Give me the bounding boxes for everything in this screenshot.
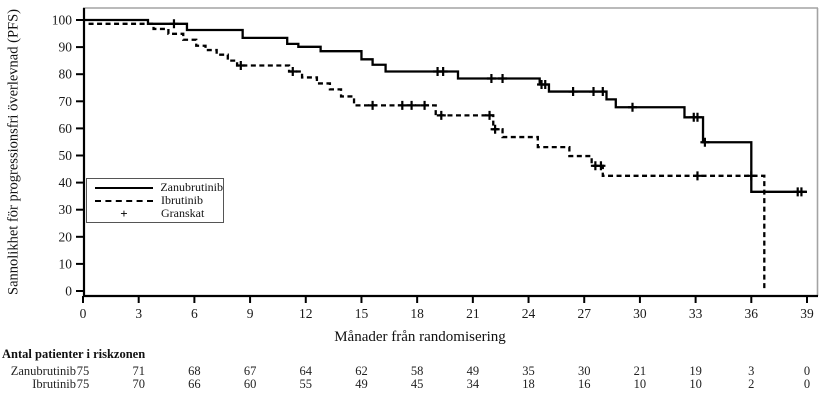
censor-mark-ibrutinib xyxy=(236,61,246,71)
censor-mark-ibrutinib xyxy=(485,110,495,120)
censor-mark-zanubrutinib xyxy=(589,87,599,97)
legend-item-zanubrutinib: Zanubrutinib xyxy=(93,180,223,194)
censor-mark-ibrutinib xyxy=(288,66,298,76)
censor-mark-zanubrutinib xyxy=(486,74,496,84)
censor-mark-zanubrutinib xyxy=(169,19,179,29)
y-tick-label: 100 xyxy=(52,13,73,28)
risk-count: 75 xyxy=(76,364,90,378)
x-tick-label: 36 xyxy=(745,306,759,321)
censor-mark-zanubrutinib xyxy=(568,87,578,97)
x-tick-label: 12 xyxy=(299,306,313,321)
censor-mark-zanubrutinib xyxy=(498,74,508,84)
risk-count: 30 xyxy=(577,364,591,378)
censor-mark-ibrutinib xyxy=(436,110,446,120)
y-tick-label: 10 xyxy=(59,256,73,271)
risk-count: 58 xyxy=(410,364,424,378)
legend-label: Granskat xyxy=(161,206,205,220)
x-tick-label: 33 xyxy=(689,306,703,321)
x-tick-label: 21 xyxy=(466,306,480,321)
censor-mark-zanubrutinib xyxy=(438,66,448,76)
x-tick-label: 0 xyxy=(80,306,87,321)
legend-item-ibrutinib: Ibrutinib xyxy=(93,193,223,207)
y-tick-label: 20 xyxy=(59,229,73,244)
y-tick-label: 40 xyxy=(59,175,73,190)
x-tick-label: 18 xyxy=(410,306,424,321)
risk-count: 62 xyxy=(355,364,368,378)
x-tick-label: 15 xyxy=(355,306,369,321)
censor-mark-zanubrutinib xyxy=(692,112,702,122)
censor-mark-zanubrutinib xyxy=(700,137,710,147)
risk-count: 19 xyxy=(689,364,702,378)
censor-mark-ibrutinib xyxy=(596,161,606,171)
x-tick-label: 9 xyxy=(247,306,254,321)
x-tick-label: 3 xyxy=(135,306,142,321)
censor-mark-zanubrutinib xyxy=(796,187,806,197)
risk-count: 60 xyxy=(243,377,257,391)
y-tick-label: 30 xyxy=(59,202,73,217)
legend-label: Ibrutinib xyxy=(161,193,203,207)
legend-item-granskat: + Granskat xyxy=(93,206,223,221)
censor-mark-ibrutinib xyxy=(368,100,378,110)
x-tick-label: 24 xyxy=(522,306,536,321)
y-tick-label: 80 xyxy=(59,67,73,82)
risk-count: 2 xyxy=(748,377,755,391)
risk-count: 55 xyxy=(299,377,313,391)
risk-count: 68 xyxy=(188,364,201,378)
legend-box: Zanubrutinib Ibrutinib + Granskat xyxy=(86,178,224,223)
censor-mark-ibrutinib xyxy=(490,124,500,134)
x-axis-title: Månader från randomisering xyxy=(334,329,506,345)
y-tick-label: 0 xyxy=(65,284,72,299)
x-tick-label: 6 xyxy=(191,306,198,321)
y-axis-title: Sannolikhet för progressionsfri överlevn… xyxy=(5,9,22,295)
y-tick-label: 60 xyxy=(59,121,73,136)
y-tick-label: 70 xyxy=(59,94,73,109)
censor-plus-icon: + xyxy=(120,206,128,221)
risk-row-label-zanubrutinib: Zanubrutinib xyxy=(10,364,76,378)
censor-mark-zanubrutinib xyxy=(598,87,608,97)
risk-count: 34 xyxy=(466,377,480,391)
km-curve-ibrutinib xyxy=(88,22,766,291)
x-tick-label: 39 xyxy=(800,306,814,321)
x-tick-label: 30 xyxy=(633,306,647,321)
risk-table-title: Antal patienter i riskzonen xyxy=(2,347,146,361)
risk-count: 70 xyxy=(132,377,145,391)
risk-count: 71 xyxy=(132,364,145,378)
risk-count: 16 xyxy=(577,377,591,391)
censor-mark-ibrutinib xyxy=(746,171,756,181)
risk-count: 66 xyxy=(188,377,201,391)
censor-mark-ibrutinib xyxy=(692,171,702,181)
x-tick-label: 27 xyxy=(577,306,591,321)
y-tick-label: 90 xyxy=(59,40,73,55)
censor-mark-zanubrutinib xyxy=(627,102,637,112)
risk-row-label-ibrutinib: Ibrutinib xyxy=(32,377,76,391)
legend-label: Zanubrutinib xyxy=(160,180,223,194)
risk-count: 49 xyxy=(355,377,368,391)
risk-count: 35 xyxy=(522,364,535,378)
censor-mark-ibrutinib xyxy=(397,100,407,110)
censor-mark-ibrutinib xyxy=(407,100,417,110)
dashed-line-swatch xyxy=(93,194,155,207)
risk-count: 0 xyxy=(803,364,811,378)
risk-count: 0 xyxy=(803,377,811,391)
risk-count: 49 xyxy=(466,364,480,378)
censor-mark-ibrutinib xyxy=(420,100,430,110)
risk-count: 21 xyxy=(633,364,647,378)
risk-count: 10 xyxy=(633,377,647,391)
y-tick-label: 50 xyxy=(59,148,73,163)
risk-count: 18 xyxy=(522,377,535,391)
risk-count: 45 xyxy=(410,377,424,391)
risk-count: 10 xyxy=(689,377,702,391)
km-curve-zanubrutinib xyxy=(83,18,807,193)
risk-count: 75 xyxy=(76,377,90,391)
risk-count: 3 xyxy=(748,364,755,378)
censor-mark-zanubrutinib xyxy=(540,79,550,89)
risk-count: 67 xyxy=(243,364,257,378)
risk-count: 64 xyxy=(299,364,313,378)
solid-line-swatch xyxy=(93,181,154,194)
